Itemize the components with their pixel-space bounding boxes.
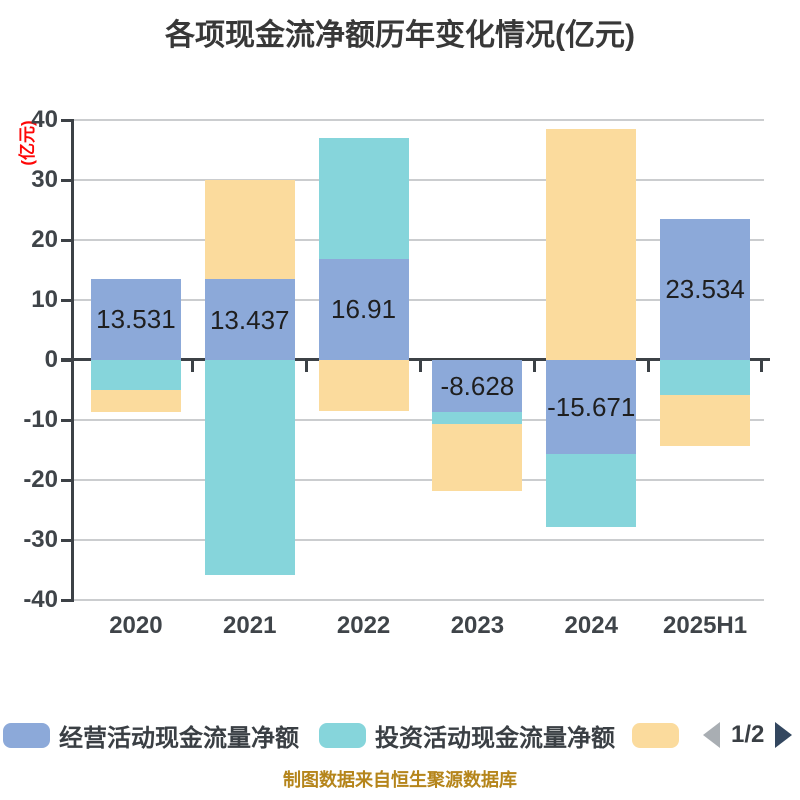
plot-area: 40 30 20 10 0 -10 -20 -30 -40 13.531 2020 13.437 202… [0,106,800,655]
x-axis-category-label: 2020 [109,612,163,639]
bar-segment-2025H1-s0 [660,218,751,360]
gridline [72,119,764,121]
bar-segment-2022-s1 [318,137,409,259]
bar-segment-2021-s0 [204,279,295,360]
bar-segment-2025H1-s2 [660,394,751,446]
gridline [72,599,764,601]
next-page-icon[interactable] [775,722,793,748]
bar-segment-2023-s0 [432,360,523,412]
y-axis-tick [61,239,72,242]
bar-value-label: 23.534 [665,274,745,305]
y-axis-tick-label: 40 [31,106,58,133]
legend-swatch-investing-icon [319,722,366,748]
bar-segment-2020-s0 [90,278,181,360]
legend-swatch-operating-icon [3,722,50,748]
y-axis-tick [61,119,72,122]
y-axis-tick [61,179,72,182]
x-axis-category-label: 2023 [450,612,505,639]
y-axis-tick [61,599,72,602]
y-axis-tick [61,299,72,302]
bar-value-label: -15.671 [547,392,636,422]
x-axis-tick [646,360,650,372]
legend-swatch-third-icon [632,722,679,748]
y-axis-tick-label: 20 [31,226,58,253]
x-axis-line [61,358,770,361]
bar-segment-2025H1-s1 [660,360,751,395]
bar-segment-2022-s0 [318,258,409,360]
legend-label: 投资活动现金流量净额 [375,724,615,752]
legend-pagination: 1/2 [703,721,793,749]
gridline [72,299,764,301]
bar-segment-2023-s2 [432,423,523,491]
bar-segment-2024-s0 [546,360,637,455]
bar-segment-2021-s1 [204,360,295,576]
y-axis-tick-label: 0 [44,346,58,373]
x-axis-category-label: 2024 [564,612,618,639]
gridline [72,539,764,541]
y-axis-tick-label: -40 [23,586,58,613]
bar-segment-2023-s1 [432,411,523,424]
page-indicator: 1/2 [731,721,765,748]
bar-segment-2020-s1 [90,360,181,390]
y-axis-tick [61,479,72,482]
x-axis-category-label: 2022 [336,612,391,639]
prev-page-icon[interactable] [703,722,720,748]
bar-segment-2024-s2 [546,129,637,360]
y-axis-tick-label: -20 [23,466,58,493]
bar-segment-2021-s2 [204,179,295,280]
legend-label: 经营活动现金流量净额 [59,724,299,752]
x-axis-category-label: 2021 [223,612,277,639]
bar-segment-2020-s2 [90,390,181,413]
y-axis-tick-label: -30 [23,526,58,553]
x-axis-tick [418,360,422,372]
x-axis-category-label: 2025H1 [663,612,748,639]
x-axis-tick [191,360,195,372]
bar-segment-2024-s1 [546,454,637,527]
bar-segment-2022-s2 [318,360,409,411]
y-axis-tick [61,539,72,542]
legend-item-investing-cash-flow[interactable]: 投资活动现金流量净额 [319,718,615,753]
bar-value-label: -8.628 [440,370,515,401]
gridline [72,179,764,181]
bar-value-label: 13.531 [96,304,176,335]
gridline [72,479,764,481]
y-axis-tick-label: -10 [23,406,58,433]
y-axis-tick-label: 30 [31,166,58,193]
x-axis-tick [760,360,764,372]
gridline [72,419,764,421]
gridline [72,239,764,241]
y-axis-tick [61,419,72,422]
x-axis-tick [305,360,309,372]
bar-value-label: 16.91 [331,294,397,325]
x-axis-tick [532,360,536,372]
bar-value-label: 13.437 [209,304,290,335]
legend-item-third-series[interactable] [632,722,688,748]
data-source-note: 制图数据来自恒生聚源数据库 [283,770,517,790]
y-axis-tick-label: 10 [31,286,58,313]
chart-legend: 经营活动现金流量净额 投资活动现金流量净额 1/2 [0,718,800,753]
legend-item-operating-cash-flow[interactable]: 经营活动现金流量净额 [3,718,299,753]
chart-title: 各项现金流净额历年变化情况(亿元) [165,19,635,52]
